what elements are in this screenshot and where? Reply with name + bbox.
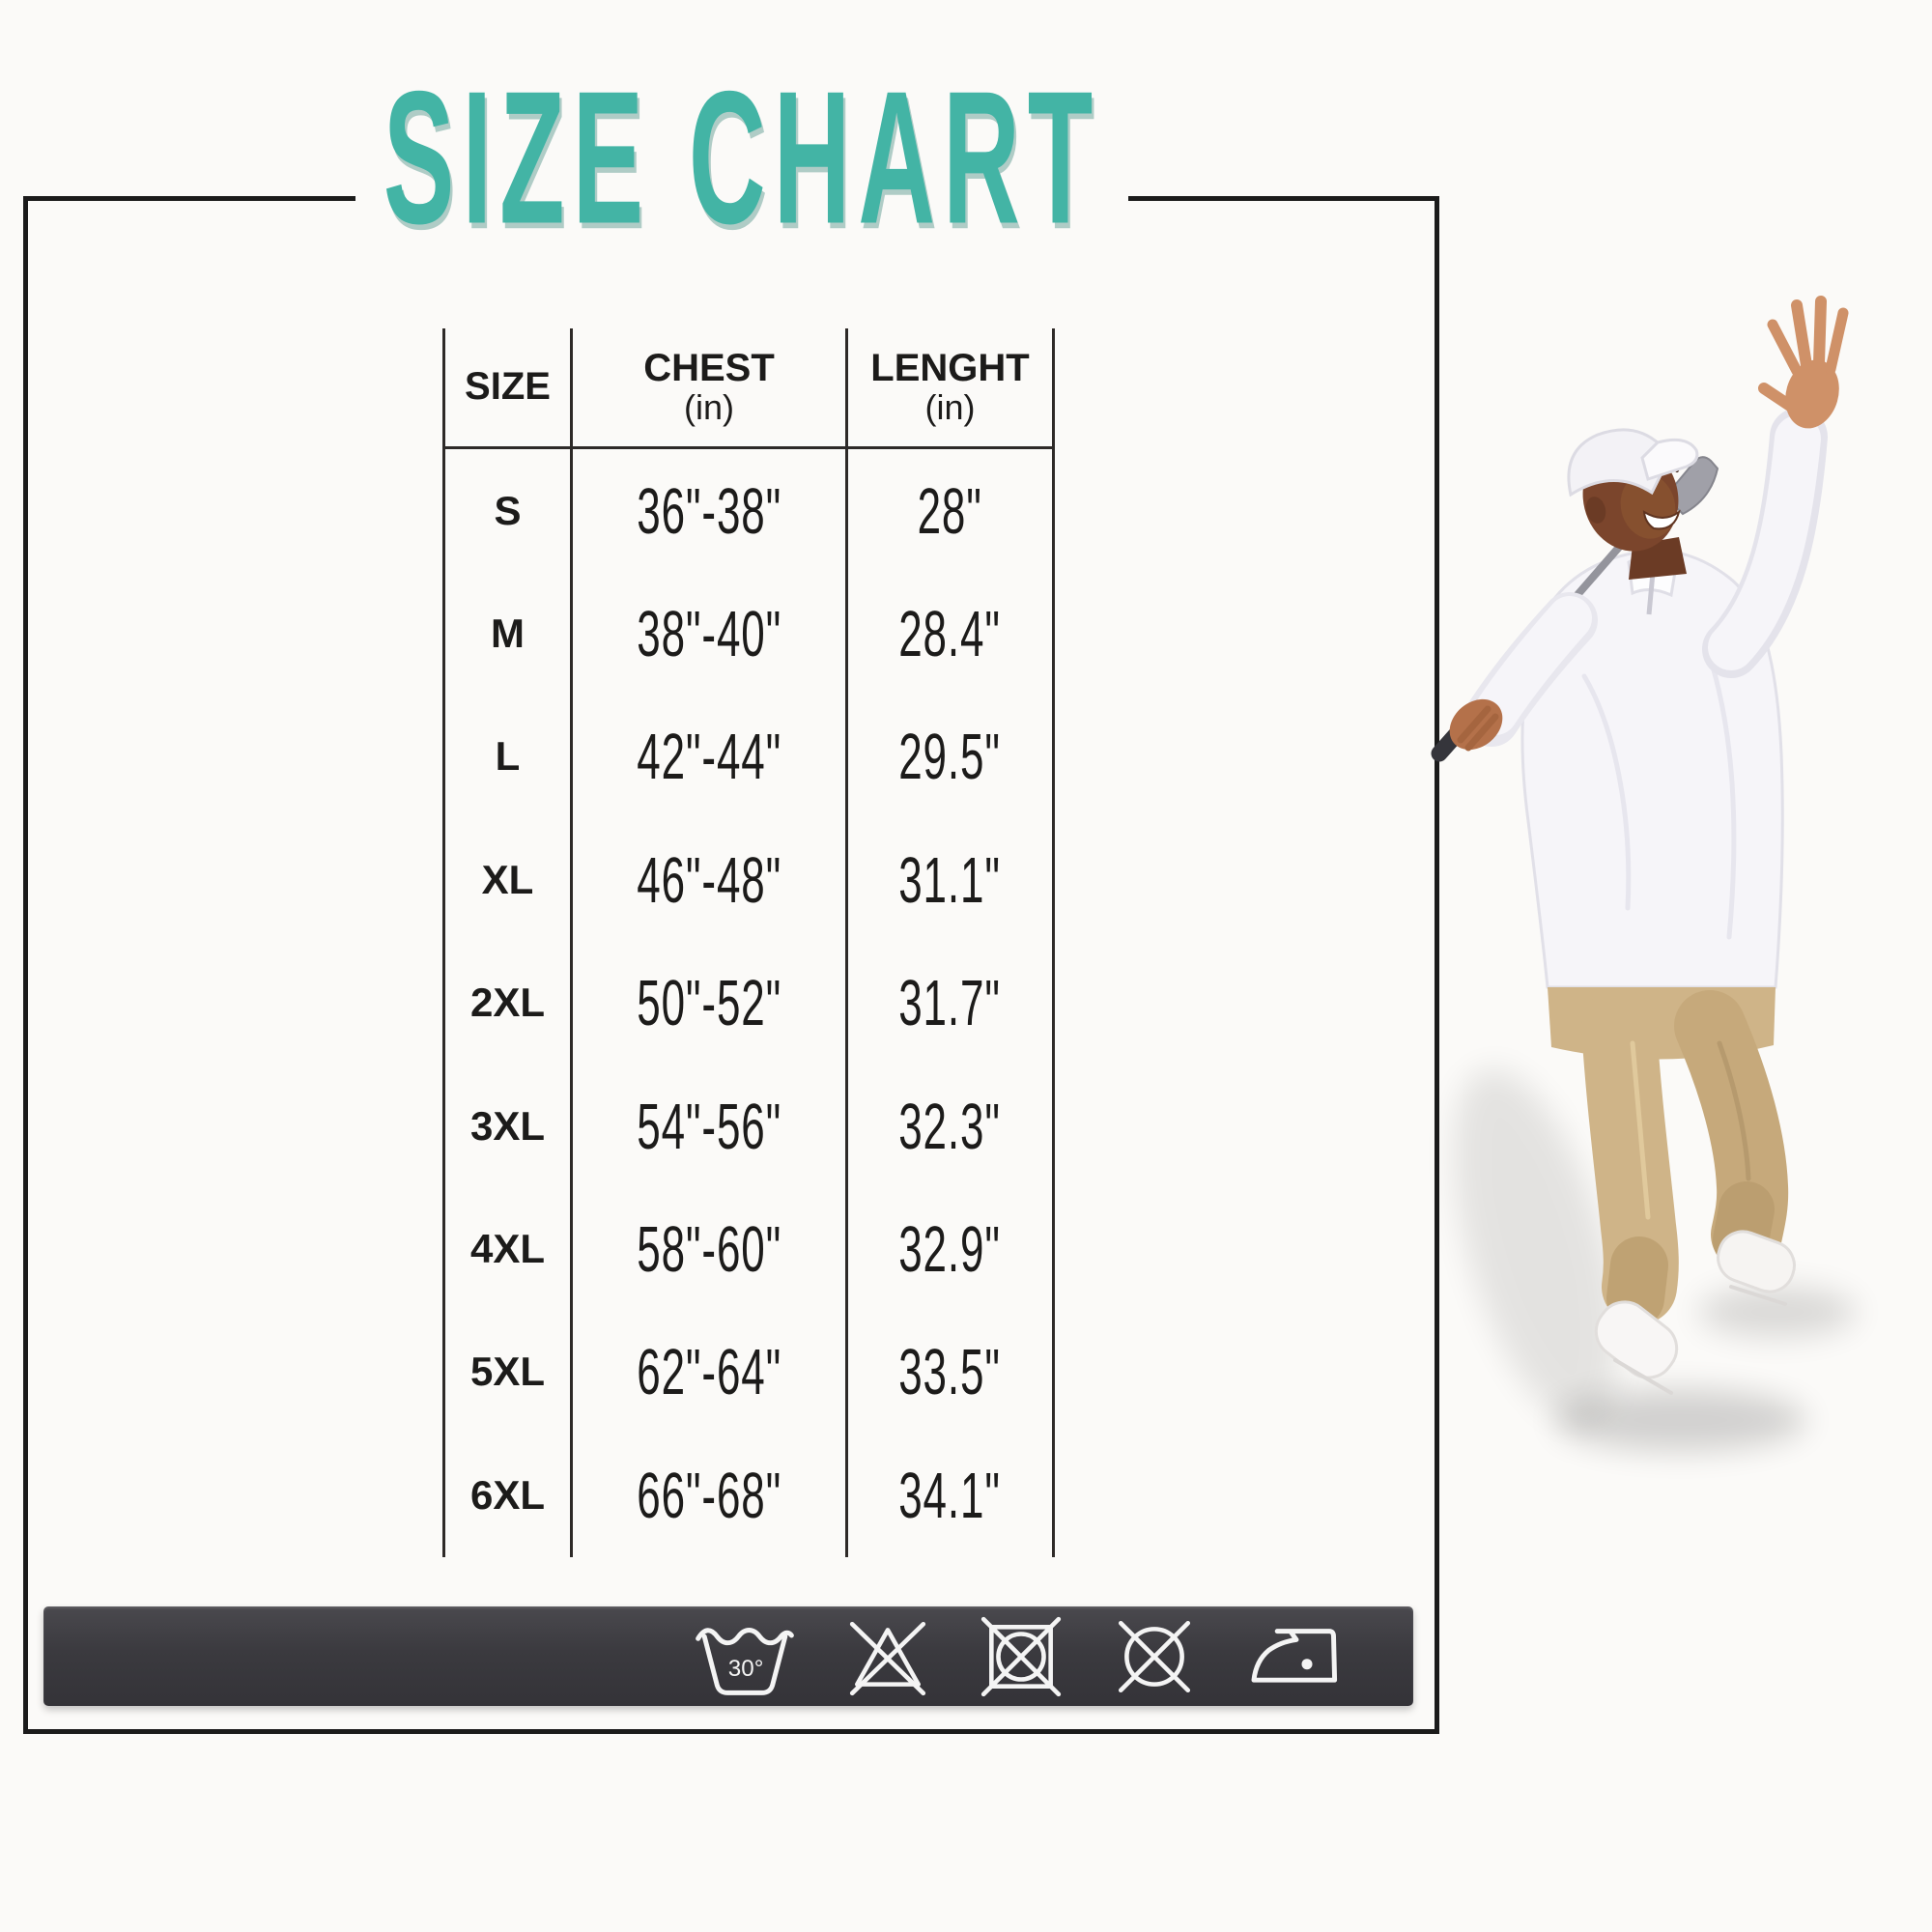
- table-row-length: 29.5": [898, 720, 1002, 793]
- do-not-bleach-icon: [849, 1621, 926, 1695]
- table-row-size: 5XL: [445, 1310, 573, 1435]
- page-title-text: SIZE CHART: [383, 51, 1101, 264]
- table-row-length: 31.1": [898, 843, 1002, 917]
- table-row-size: S: [445, 449, 573, 573]
- svg-text:30°: 30°: [728, 1655, 764, 1681]
- table-row-size: M: [445, 572, 573, 696]
- table-row-chest: 62"-64": [573, 1310, 848, 1435]
- table-row-chest: 54"-56": [573, 1064, 848, 1188]
- table-row-length: 33.5": [898, 1335, 1002, 1408]
- care-instructions-bar: 30°: [43, 1606, 1413, 1706]
- table-row-size: XL: [445, 818, 573, 942]
- iron-low-heat-icon: [1251, 1628, 1338, 1683]
- table-row-length: 28": [917, 474, 983, 548]
- table-row-size: 2XL: [445, 941, 573, 1065]
- column-header-label: LENGHT: [870, 347, 1030, 390]
- table-row-chest: 58"-60": [573, 1187, 848, 1311]
- table-row-size: L: [445, 695, 573, 819]
- table-row-length: 28.4": [898, 597, 1002, 670]
- column-header-chest: CHEST (in): [573, 328, 848, 449]
- page-title: SIZE CHART: [355, 52, 1128, 264]
- table-row-size: 6XL: [445, 1434, 573, 1557]
- table-row-chest: 36"-38": [573, 449, 848, 573]
- column-header-label: CHEST: [643, 347, 775, 390]
- golfer-model-photo: [1431, 296, 1857, 1451]
- do-not-tumble-dry-icon: [980, 1616, 1062, 1696]
- column-header-size: SIZE: [445, 328, 573, 449]
- table-row-chest: 42"-44": [573, 695, 848, 819]
- column-header-label: SIZE: [465, 365, 551, 409]
- table-row-size: 4XL: [445, 1187, 573, 1311]
- table-row-length: 31.7": [898, 966, 1002, 1039]
- table-row-length: 32.3": [898, 1090, 1002, 1163]
- machine-wash-30-icon: 30°: [696, 1627, 794, 1695]
- do-not-dry-clean-icon: [1118, 1620, 1191, 1692]
- table-row-chest: 46"-48": [573, 818, 848, 942]
- size-table: SIZE CHEST (in) LENGHT (in) S 36"-38" 28…: [442, 328, 1055, 1557]
- table-row-length: 34.1": [898, 1459, 1002, 1532]
- table-row-size: 3XL: [445, 1064, 573, 1188]
- column-header-length: LENGHT (in): [848, 328, 1052, 449]
- table-row-chest: 50"-52": [573, 941, 848, 1065]
- table-row-chest: 38"-40": [573, 572, 848, 696]
- table-row-chest: 66"-68": [573, 1434, 848, 1557]
- column-header-unit: (in): [924, 387, 976, 428]
- column-header-unit: (in): [684, 387, 734, 428]
- table-row-length: 32.9": [898, 1212, 1002, 1286]
- care-icons-row: 30°: [691, 1606, 1350, 1706]
